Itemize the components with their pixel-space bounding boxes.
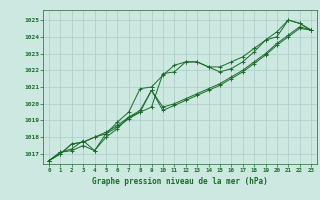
X-axis label: Graphe pression niveau de la mer (hPa): Graphe pression niveau de la mer (hPa) <box>92 177 268 186</box>
